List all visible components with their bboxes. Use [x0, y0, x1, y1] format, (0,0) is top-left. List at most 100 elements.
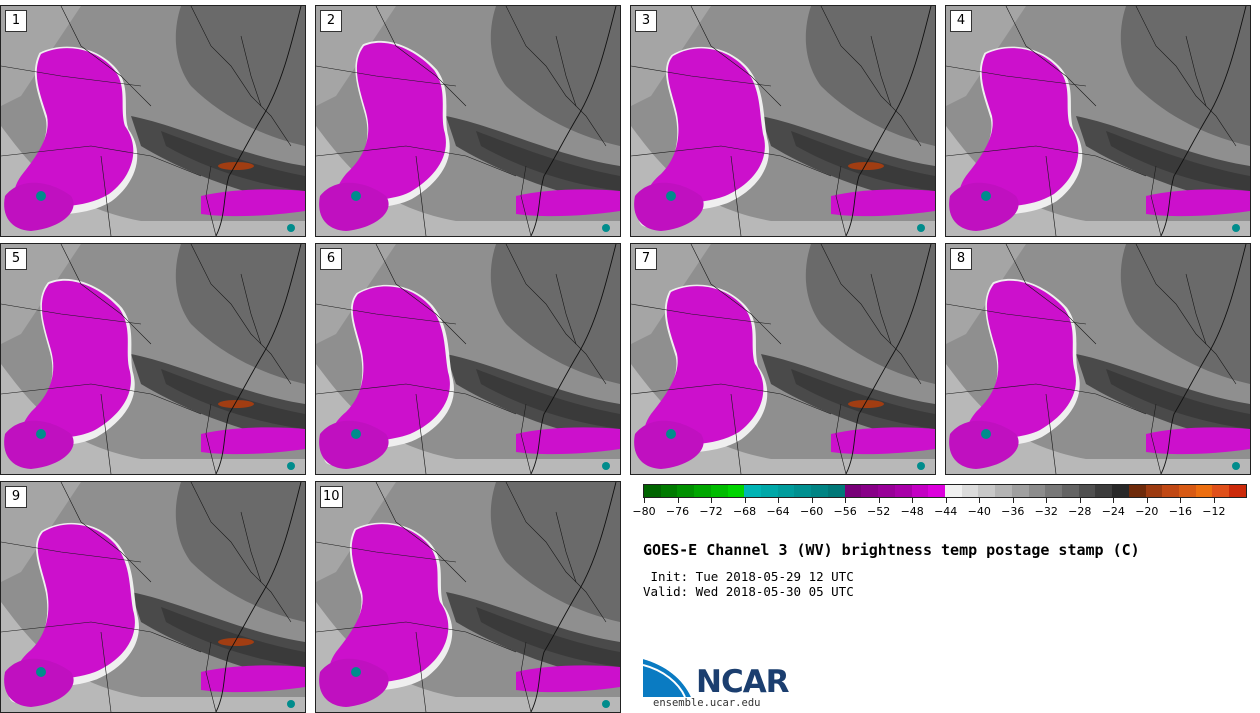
colorbar-tick — [811, 498, 813, 503]
map-image — [316, 244, 620, 474]
colorbar-tick — [912, 498, 914, 503]
colorbar-swatch — [761, 485, 778, 497]
colorbar-swatch — [1195, 485, 1213, 497]
colorbar-tick-label: −60 — [800, 505, 824, 518]
colorbar-swatch — [894, 485, 912, 497]
map-panel-6: 6 — [315, 243, 621, 475]
panel-number: 6 — [320, 248, 342, 270]
colorbar-swatch — [928, 485, 945, 497]
colorbar-tick — [845, 498, 847, 503]
site-url: ensemble.ucar.edu — [653, 697, 761, 709]
colorbar-swatch — [861, 485, 879, 497]
colorbar-tick — [945, 498, 947, 503]
panel-number: 7 — [635, 248, 657, 270]
colorbar-tick-label: −24 — [1101, 505, 1125, 518]
colorbar-swatch — [644, 485, 661, 497]
colorbar-swatch — [727, 485, 745, 497]
colorbar-tick — [1146, 498, 1148, 503]
panel-number: 3 — [635, 10, 657, 32]
colorbar-swatch — [1212, 485, 1230, 497]
map-panel-4: 4 — [945, 5, 1251, 237]
map-image — [946, 6, 1250, 236]
map-image — [316, 482, 620, 712]
colorbar-swatch — [1095, 485, 1113, 497]
map-image — [1, 482, 305, 712]
colorbar-tick-label: −52 — [867, 505, 891, 518]
colorbar-tick-label: −28 — [1068, 505, 1092, 518]
colorbar-tick — [979, 498, 981, 503]
colorbar-tick-label: −40 — [967, 505, 991, 518]
colorbar-swatch — [944, 485, 962, 497]
colorbar-tick-label: −72 — [699, 505, 723, 518]
colorbar-tick — [878, 498, 880, 503]
colorbar-swatch — [978, 485, 996, 497]
colorbar-tick — [711, 498, 713, 503]
colorbar-tick-label: −36 — [1001, 505, 1025, 518]
figure-title: GOES-E Channel 3 (WV) brightness temp po… — [643, 541, 1140, 559]
colorbar-swatch — [1078, 485, 1096, 497]
colorbar-swatch — [694, 485, 711, 497]
panel-number: 8 — [950, 248, 972, 270]
colorbar-tick-label: −20 — [1135, 505, 1159, 518]
colorbar-tick-label: −12 — [1202, 505, 1226, 518]
colorbar-swatch — [995, 485, 1012, 497]
panel-number: 2 — [320, 10, 342, 32]
colorbar-ticks: −80 −76 −72 −68 −64 −60 −56 −52 −48 −44 −40 −36 −32−… — [632, 498, 1247, 520]
colorbar-swatch — [1128, 485, 1146, 497]
colorbar-swatch — [677, 485, 695, 497]
colorbar-swatch — [1145, 485, 1163, 497]
colorbar — [643, 484, 1247, 498]
colorbar-swatch — [744, 485, 762, 497]
panel-number: 10 — [320, 486, 343, 508]
colorbar-tick — [744, 498, 746, 503]
colorbar-tick-label: −48 — [900, 505, 924, 518]
colorbar-swatch — [1045, 485, 1062, 497]
colorbar-tick-label: −64 — [766, 505, 790, 518]
colorbar-tick-label: −80 — [632, 505, 656, 518]
map-image — [316, 6, 620, 236]
map-panel-7: 7 — [630, 243, 936, 475]
colorbar-tick — [1180, 498, 1182, 503]
colorbar-swatch — [1011, 485, 1029, 497]
map-panel-9: 9 — [0, 481, 306, 713]
colorbar-swatch — [1112, 485, 1129, 497]
colorbar-swatch — [1179, 485, 1196, 497]
map-panel-2: 2 — [315, 5, 621, 237]
map-panel-1: 1 — [0, 5, 306, 237]
colorbar-swatch — [911, 485, 929, 497]
colorbar-tick-label: −32 — [1034, 505, 1058, 518]
map-image — [631, 244, 935, 474]
colorbar-tick — [1113, 498, 1115, 503]
colorbar-swatch — [1028, 485, 1046, 497]
colorbar-swatch — [1061, 485, 1079, 497]
map-panel-3: 3 — [630, 5, 936, 237]
colorbar-swatch — [878, 485, 895, 497]
colorbar-swatch — [827, 485, 845, 497]
colorbar-swatch — [961, 485, 979, 497]
colorbar-swatch — [660, 485, 678, 497]
colorbar-swatch — [1162, 485, 1179, 497]
map-panel-8: 8 — [945, 243, 1251, 475]
colorbar-tick-label: −76 — [665, 505, 690, 518]
ncar-logo-text: NCAR — [696, 664, 790, 700]
colorbar-swatch — [777, 485, 795, 497]
colorbar-swatch — [710, 485, 728, 497]
colorbar-tick — [677, 498, 679, 503]
colorbar-tick — [1079, 498, 1081, 503]
colorbar-tick — [1213, 498, 1215, 503]
colorbar-tick — [778, 498, 780, 503]
colorbar-swatch — [811, 485, 828, 497]
map-panel-10: 10 — [315, 481, 621, 713]
panel-number: 4 — [950, 10, 972, 32]
map-image — [631, 6, 935, 236]
map-image — [1, 244, 305, 474]
colorbar-tick — [1012, 498, 1014, 503]
map-panel-5: 5 — [0, 243, 306, 475]
map-image — [946, 244, 1250, 474]
init-time: Init: Tue 2018-05-29 12 UTC — [643, 569, 854, 584]
colorbar-tick-label: −68 — [732, 505, 757, 518]
panel-number: 5 — [5, 248, 27, 270]
colorbar-swatch — [844, 485, 862, 497]
colorbar-tick-label: −56 — [833, 505, 857, 518]
colorbar-tick-label: −16 — [1168, 505, 1192, 518]
